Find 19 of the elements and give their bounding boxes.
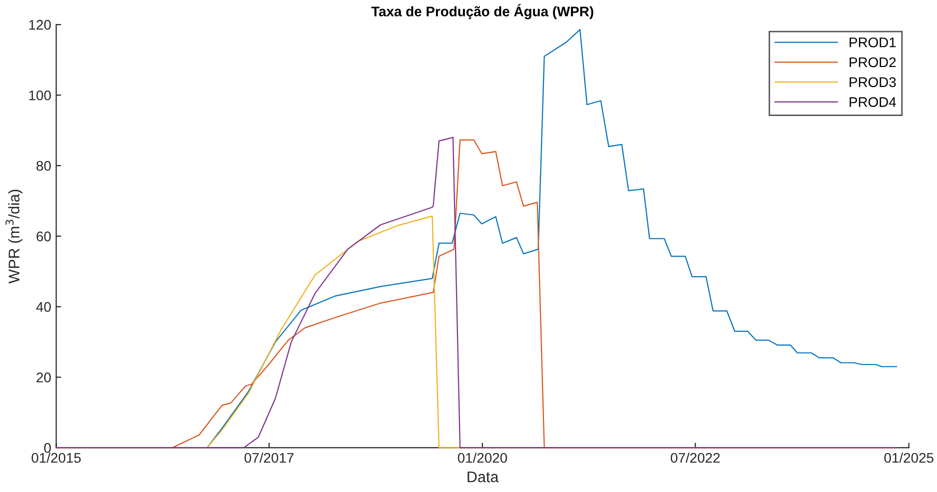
chart-title: Taxa de Produção de Água (WPR) (371, 4, 594, 20)
x-axis-title: Data (468, 472, 499, 482)
y-axis-title: WPR (m$^{3}$/dia) (6, 190, 22, 284)
x-tick-label: 01/2025 (884, 452, 934, 463)
y-tick-label: 20 (36, 372, 51, 382)
legend-label: PROD1 (850, 37, 896, 48)
x-tick-label: 01/2015 (32, 452, 81, 463)
legend-label: PROD4 (850, 97, 896, 107)
y-tick-label: 100 (29, 90, 51, 100)
legend-label: PROD3 (850, 77, 896, 88)
y-tick-label: 40 (36, 302, 51, 312)
x-tick-label: 01/2020 (458, 452, 507, 463)
y-tick-label: 120 (29, 20, 51, 30)
y-tick-label: 60 (36, 231, 51, 242)
x-tick-label: 07/2017 (244, 452, 294, 463)
x-tick-label: 07/2022 (670, 452, 720, 463)
legend-label: PROD2 (850, 57, 896, 68)
y-tick-label: 80 (36, 160, 51, 171)
y-tick-label: 0 (44, 443, 51, 453)
